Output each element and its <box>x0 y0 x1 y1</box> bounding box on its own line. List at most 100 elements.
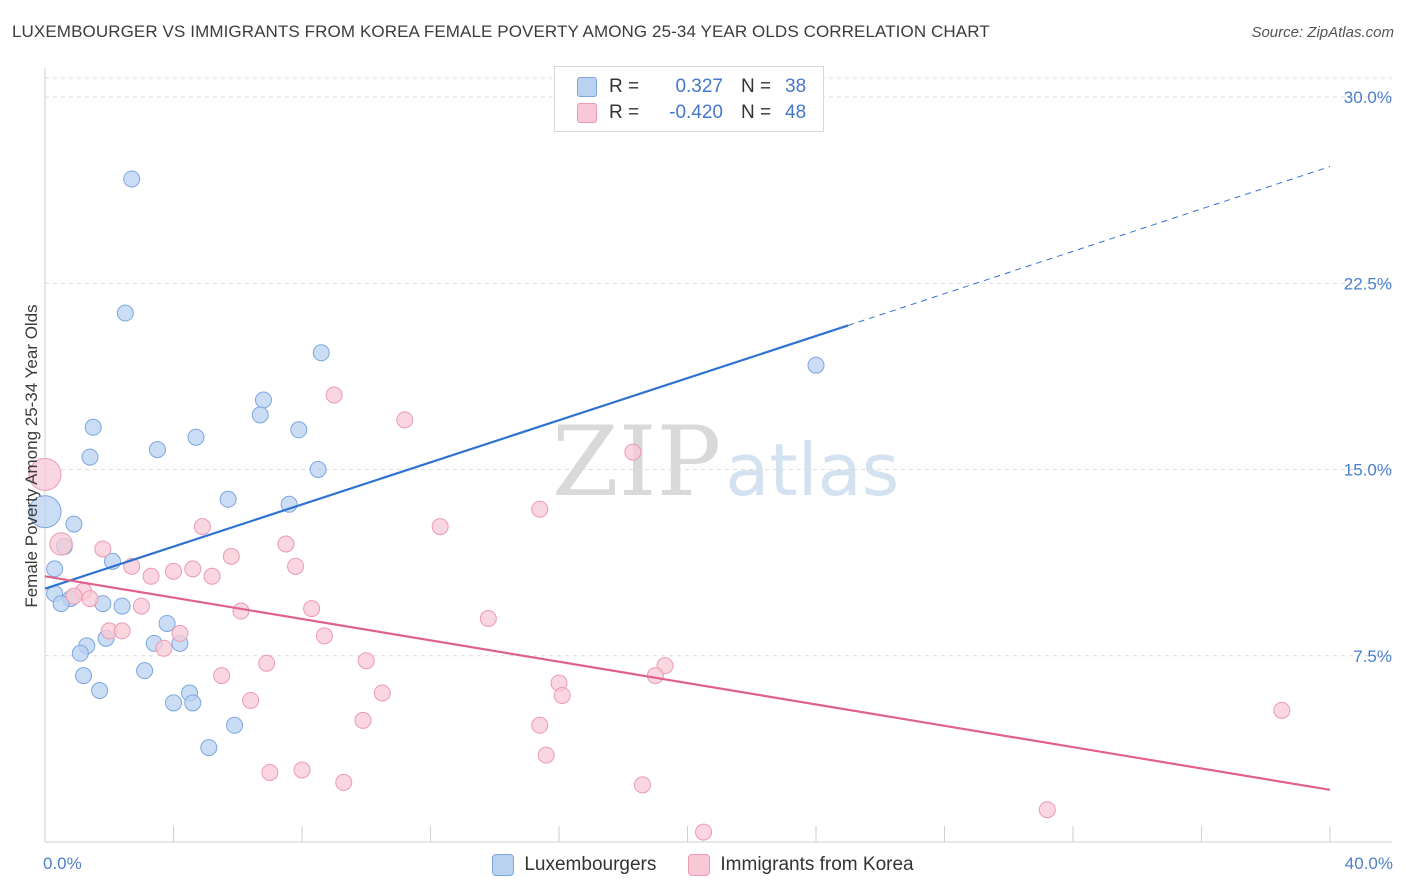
korea-immigrant-point <box>28 457 62 491</box>
korea-immigrant-point <box>171 624 189 642</box>
legend-label-luxembourgers: Luxembourgers <box>524 854 657 875</box>
korea-immigrant-point <box>222 547 240 565</box>
korea-immigrants-points <box>28 386 1291 841</box>
luxembourger-point <box>200 739 218 757</box>
luxembourger-point <box>312 344 330 362</box>
luxembourger-point <box>309 461 327 478</box>
korea-immigrant-point <box>203 567 221 585</box>
legend-n-label: N = <box>741 76 772 97</box>
luxembourger-point <box>113 597 131 615</box>
luxembourger-point <box>116 304 134 322</box>
korea-immigrant-point <box>1273 701 1291 719</box>
korea-immigrant-point <box>315 627 333 645</box>
korea-immigrant-point <box>277 535 295 553</box>
luxembourgers-trend-line <box>44 324 849 590</box>
korea-immigrant-point <box>81 590 99 608</box>
korea-immigrant-point <box>1038 801 1056 819</box>
legend-item-korea[interactable]: Immigrants from Korea <box>688 854 914 876</box>
korea-immigrant-point <box>49 532 73 556</box>
korea-immigrant-point <box>634 776 652 794</box>
korea-immigrant-point <box>373 684 391 702</box>
korea-immigrant-point <box>303 600 321 618</box>
y-tick-label: 15.0% <box>1344 461 1392 480</box>
korea-immigrant-point <box>193 518 211 536</box>
luxembourger-point <box>290 421 308 439</box>
korea-immigrant-point <box>431 518 449 536</box>
legend-r-label: R = <box>609 102 640 123</box>
korea-immigrant-point <box>537 746 555 764</box>
legend-n-value: 38 <box>785 76 807 97</box>
correlation-legend: R = 0.327 N = 38 R = -0.420 N = 48 <box>554 66 824 132</box>
source-credit: Source: ZipAtlas.com <box>1251 24 1394 41</box>
luxembourger-point <box>251 406 269 424</box>
x-tick-label: 40.0% <box>1345 854 1393 873</box>
korea-immigrant-point <box>142 567 160 585</box>
korea-immigrant-point <box>553 686 571 704</box>
luxembourger-point <box>123 170 141 188</box>
luxembourger-point <box>136 662 154 680</box>
korea-immigrant-point <box>132 597 150 615</box>
korea-immigrant-point <box>624 443 642 461</box>
korea-immigrant-point <box>155 639 173 657</box>
korea-immigrant-point <box>479 610 497 627</box>
legend-n-label: N = <box>741 102 772 123</box>
korea-immigrant-point <box>695 823 713 841</box>
luxembourger-point <box>46 560 64 578</box>
korea-immigrant-point <box>165 562 182 580</box>
y-tick-label: 22.5% <box>1344 274 1392 293</box>
x-tick-label: 0.0% <box>43 854 82 873</box>
luxembourger-point <box>226 716 244 734</box>
axes <box>44 68 1392 843</box>
korea-immigrant-point <box>287 557 305 575</box>
luxembourger-point <box>165 694 182 712</box>
korea-immigrant-point <box>531 716 549 734</box>
legend-swatch-blue <box>577 77 597 97</box>
y-tick-label: 7.5% <box>1353 647 1392 666</box>
legend-row-korea: R = -0.420 N = 48 <box>577 101 806 125</box>
korea-immigrant-point <box>94 540 112 558</box>
korea-immigrant-point <box>261 763 279 781</box>
korea-trend-line <box>44 575 1331 791</box>
legend-item-luxembourgers[interactable]: Luxembourgers <box>492 854 656 876</box>
luxembourger-point <box>91 682 109 700</box>
korea-immigrant-point <box>65 587 83 605</box>
luxembourger-point <box>148 441 166 459</box>
korea-immigrant-point <box>293 761 311 779</box>
luxembourger-point <box>75 667 93 685</box>
legend-r-label: R = <box>609 76 640 97</box>
luxembourger-point <box>254 391 272 409</box>
legend-swatch-pink <box>577 103 597 123</box>
trend-lines <box>44 166 1331 791</box>
series-legend: Luxembourgers Immigrants from Korea <box>0 852 1406 878</box>
tick-labels: 7.5% 15.0% 22.5% 30.0% 0.0% 40.0% <box>43 88 1393 873</box>
korea-immigrant-point <box>184 560 202 578</box>
luxembourger-point <box>84 418 102 436</box>
luxembourger-point <box>81 448 99 466</box>
korea-immigrant-point <box>213 667 231 685</box>
legend-r-value: -0.420 <box>669 102 723 123</box>
luxembourger-point <box>187 428 205 446</box>
korea-immigrant-point <box>396 411 414 429</box>
y-axis-title: Female Poverty Among 25-34 Year Olds <box>22 304 41 607</box>
korea-immigrant-point <box>242 691 260 709</box>
korea-immigrant-point <box>113 622 131 640</box>
korea-immigrant-point <box>258 654 276 672</box>
luxembourger-point <box>65 515 83 533</box>
luxembourger-point <box>71 644 89 662</box>
korea-immigrant-point <box>354 711 372 729</box>
korea-immigrant-point <box>646 667 664 685</box>
legend-n-value: 48 <box>785 102 807 123</box>
luxembourgers-trend-extension <box>847 166 1331 326</box>
luxembourger-point <box>219 490 237 508</box>
korea-immigrant-point <box>335 773 353 791</box>
legend-swatch-korea <box>688 854 711 876</box>
legend-r-value: 0.327 <box>675 76 723 97</box>
legend-swatch-luxembourgers <box>492 854 515 876</box>
luxembourger-point <box>158 614 176 632</box>
luxembourger-point <box>184 694 202 712</box>
korea-immigrant-point <box>232 602 250 620</box>
luxembourger-point <box>807 356 825 374</box>
y-tick-label: 30.0% <box>1344 88 1392 107</box>
luxembourger-point <box>28 495 62 529</box>
